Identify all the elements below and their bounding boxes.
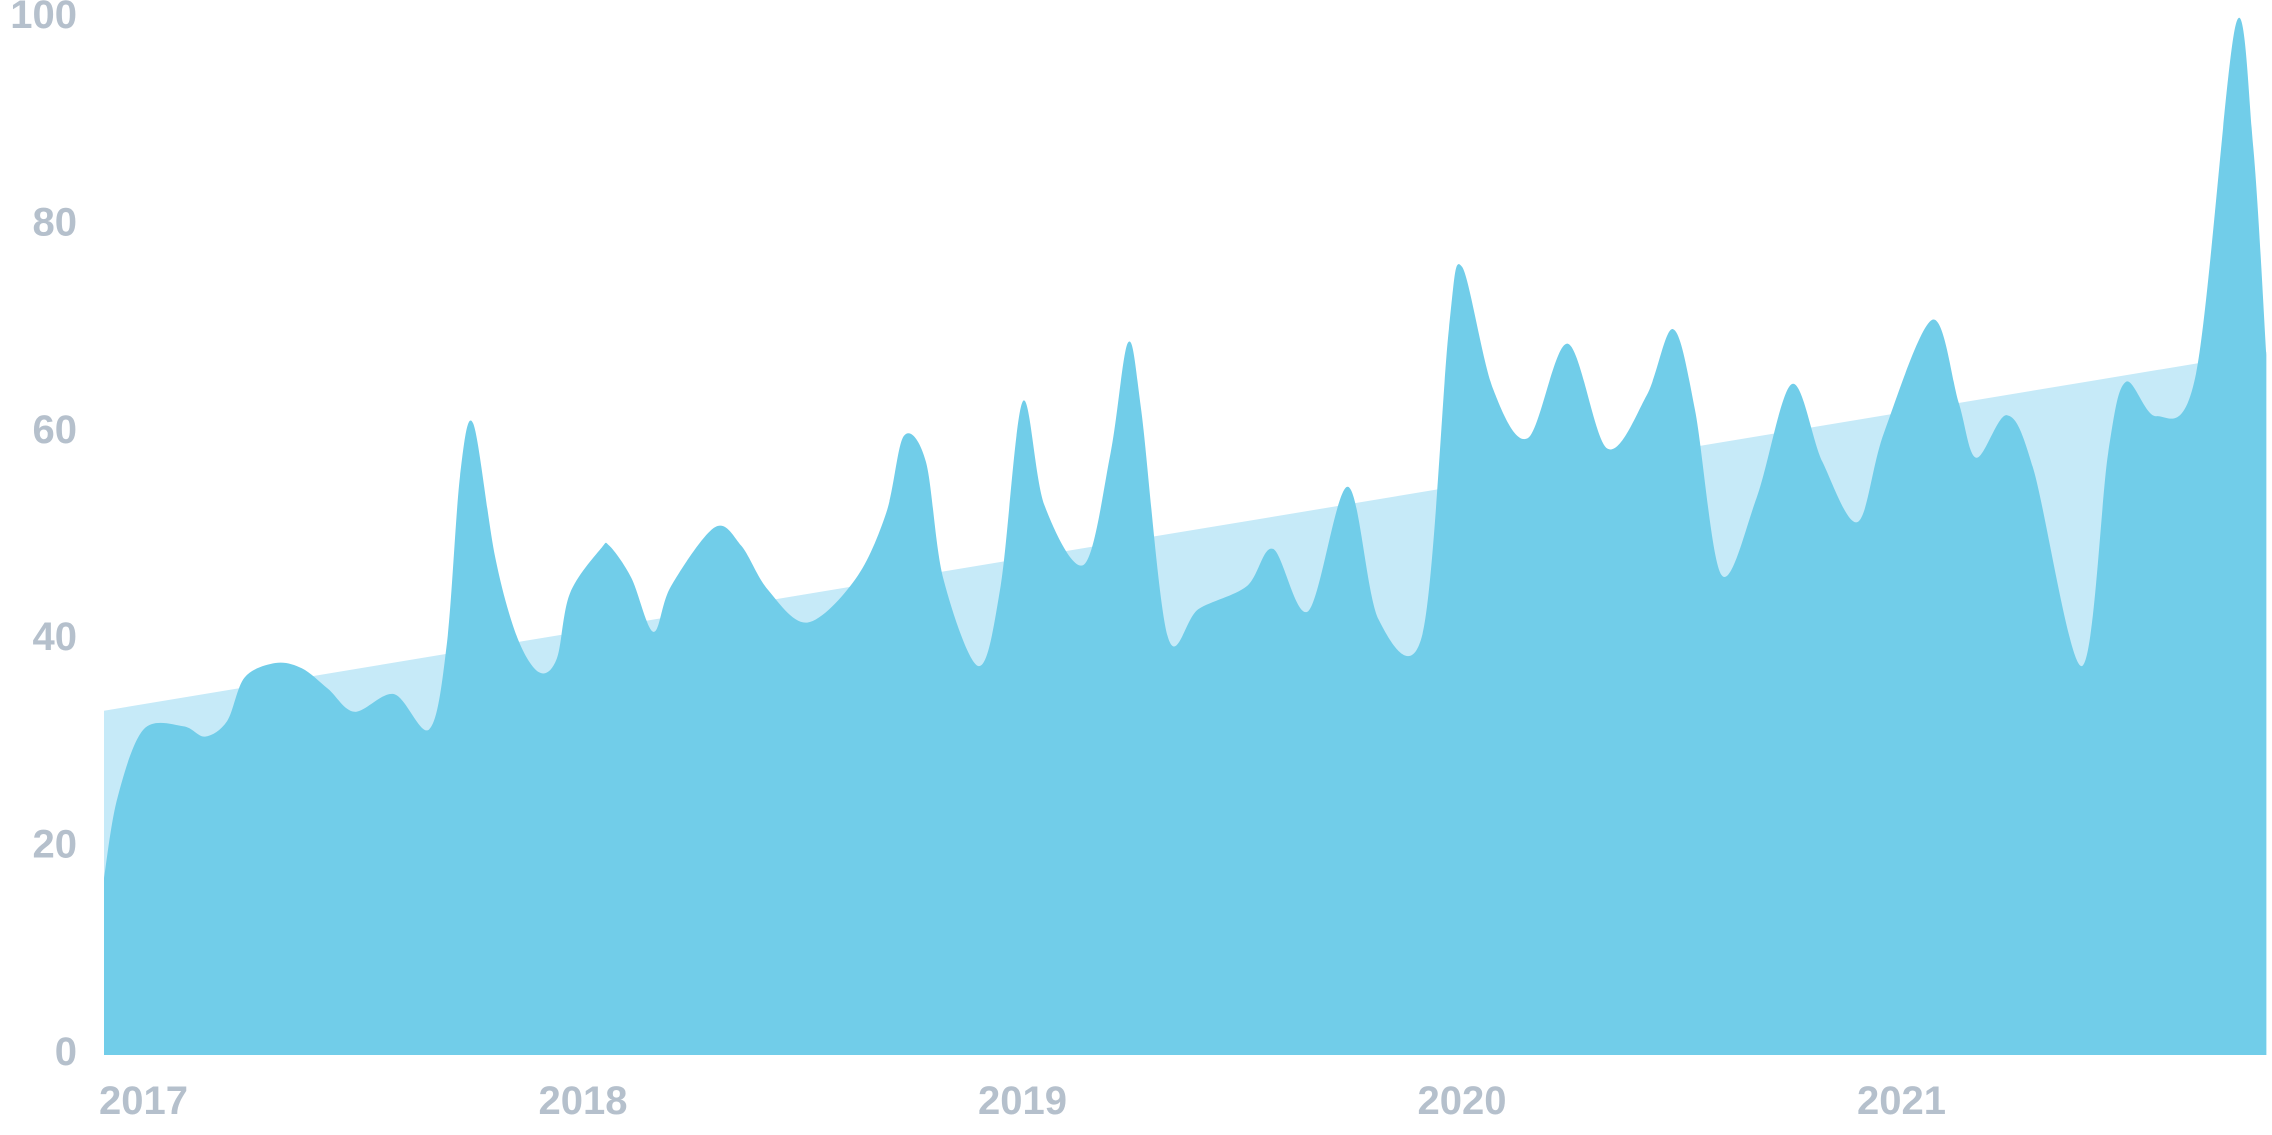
x-tick-label: 2018 — [539, 1079, 628, 1123]
x-tick-label: 2017 — [99, 1079, 188, 1123]
y-tick-label: 80 — [33, 200, 78, 244]
x-tick-label: 2019 — [978, 1079, 1067, 1123]
series-area — [104, 17, 2267, 1056]
y-tick-label: 20 — [33, 823, 78, 867]
y-tick-label: 60 — [33, 408, 78, 452]
y-tick-label: 0 — [55, 1030, 77, 1074]
x-tick-label: 2020 — [1418, 1079, 1507, 1123]
x-tick-label: 2021 — [1857, 1079, 1946, 1123]
plot-area — [104, 17, 2267, 1056]
y-tick-label: 100 — [10, 0, 77, 37]
y-axis: 0 20 40 60 80 100 — [10, 0, 77, 1074]
x-axis: 2017 2018 2019 2020 2021 — [99, 1079, 1946, 1123]
y-tick-label: 40 — [33, 615, 78, 659]
